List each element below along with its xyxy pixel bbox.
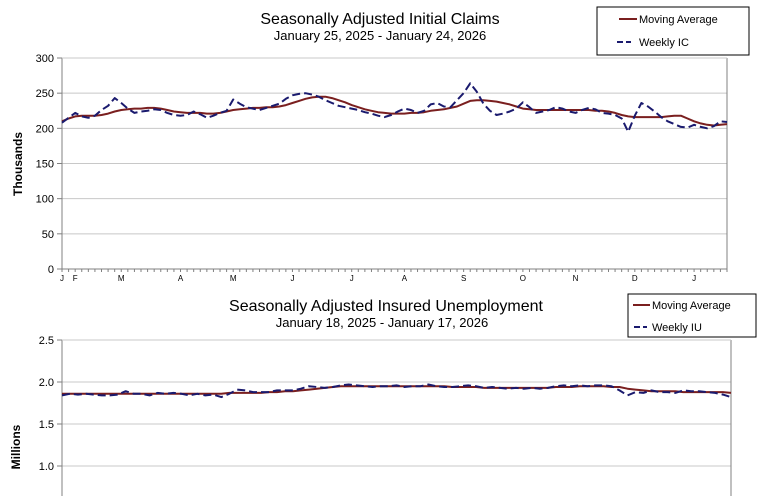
chart-1-x-tick-label-11: D [632, 274, 638, 283]
chart-2-legend-box [627, 293, 757, 338]
insured-unemployment-chart: Seasonally Adjusted Insured Unemployment… [9, 293, 757, 496]
chart-1-axes [61, 57, 728, 270]
chart-2-y-axis-label: Millions [9, 424, 23, 469]
chart-2-series-weekly-line [61, 383, 732, 399]
initial-claims-chart: Seasonally Adjusted Initial Claims Janua… [11, 6, 750, 283]
chart-1-legend: Moving Average Weekly IC [596, 6, 750, 56]
chart-1-y-tick-labels: 0 50 100 150 200 250 300 [36, 53, 54, 276]
chart-1-y-tick-label-1: 50 [42, 229, 54, 241]
chart-1-legend-label-weekly-ic: Weekly IC [639, 37, 689, 49]
chart-1-y-tick-label-4: 200 [36, 123, 54, 135]
chart-1-x-tick-label-0: J [60, 274, 64, 283]
chart-1-x-tick-label-9: O [520, 274, 526, 283]
chart-1-y-axis-label: Thousands [11, 132, 25, 196]
chart-2-legend: Moving Average Weekly IU [627, 293, 757, 338]
chart-1-x-tick-label-5: J [290, 274, 294, 283]
chart-1-x-tick-label-10: N [573, 274, 579, 283]
chart-2-gridlines [57, 339, 731, 467]
chart-1-series-moving-average-line [61, 95, 728, 127]
chart-2-subtitle: January 18, 2025 - January 17, 2026 [276, 315, 488, 330]
chart-1-x-tick-label-1: F [73, 274, 78, 283]
chart-2-axes [61, 339, 732, 496]
chart-1-subtitle: January 25, 2025 - January 24, 2026 [274, 28, 486, 43]
chart-2-y-tick-label-0: 1.0 [39, 461, 54, 473]
chart-1-x-tick-label-7: A [402, 274, 408, 283]
chart-1-y-tick-label-2: 100 [36, 194, 54, 206]
chart-1-x-tick-label-12: J [692, 274, 696, 283]
chart-1-series [61, 82, 728, 133]
chart-1-y-tick-label-0: 0 [48, 264, 54, 276]
chart-1-x-tick-label-3: A [178, 274, 184, 283]
chart-2-y-tick-labels: 1.0 1.5 2.0 2.5 [39, 335, 54, 473]
chart-2-y-tick-label-1: 1.5 [39, 419, 54, 431]
chart-2-series [61, 383, 732, 399]
chart-1-series-weekly-line [61, 82, 728, 133]
chart-1-x-tick-label-6: J [350, 274, 354, 283]
chart-1-legend-label-moving-average: Moving Average [639, 14, 718, 26]
chart-2-y-tick-label-2: 2.0 [39, 377, 54, 389]
chart-1-x-tick-label-4: M [230, 274, 237, 283]
chart-2-title: Seasonally Adjusted Insured Unemployment [229, 298, 544, 315]
chart-2-y-tick-label-3: 2.5 [39, 335, 54, 347]
chart-1-y-tick-label-3: 150 [36, 159, 54, 171]
chart-1-gridlines [57, 57, 727, 270]
chart-1-x-tick-label-8: S [461, 274, 466, 283]
chart-1-legend-box [596, 6, 750, 56]
chart-2-legend-label-weekly-iu: Weekly IU [652, 322, 702, 334]
chart-1-y-tick-label-6: 300 [36, 53, 54, 65]
chart-1-y-tick-label-5: 250 [36, 88, 54, 100]
chart-1-x-tick-label-2: M [118, 274, 125, 283]
chart-2-legend-label-moving-average: Moving Average [652, 300, 731, 312]
chart-1-title: Seasonally Adjusted Initial Claims [260, 11, 499, 28]
